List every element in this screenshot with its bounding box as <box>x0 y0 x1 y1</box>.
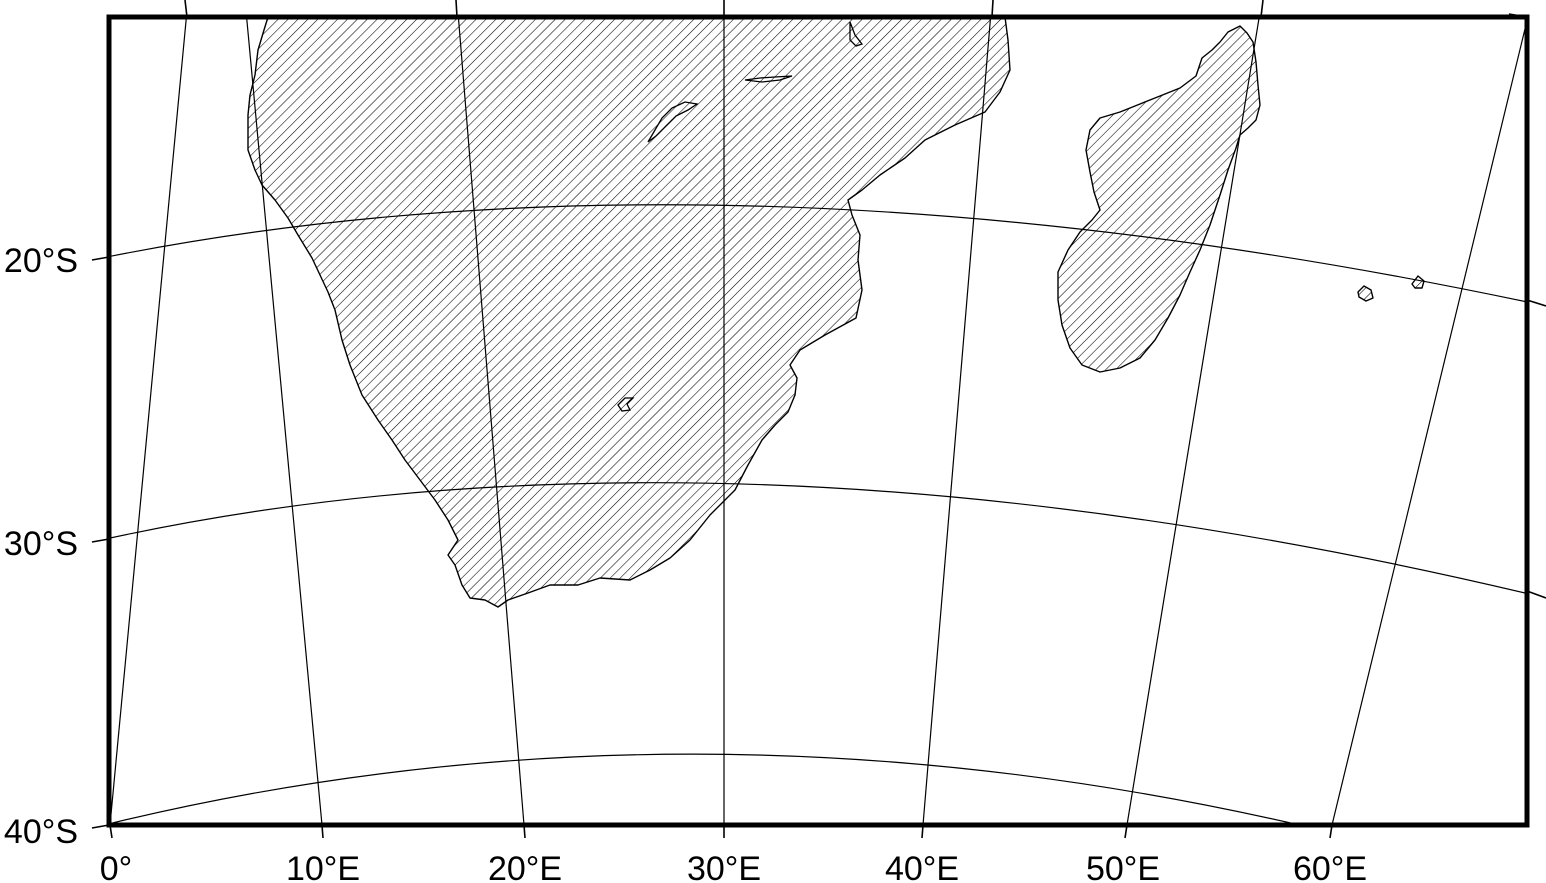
tick-top-50e <box>1260 0 1264 18</box>
tick-top-20e <box>455 0 458 18</box>
tick-left-40s <box>91 824 110 829</box>
tick-right-20s <box>1526 299 1546 307</box>
tick-left-30s <box>91 538 110 543</box>
okavango-outline <box>617 397 635 412</box>
lat-label-30s: 30°S <box>4 525 78 563</box>
meridian-20e <box>457 17 525 825</box>
parallel-30s <box>109 482 1527 595</box>
lon-label-0: 0° <box>100 850 133 883</box>
mauritius-island <box>1411 275 1425 289</box>
meridian-10e <box>245 17 323 825</box>
meridian-50e <box>1126 17 1260 825</box>
lake-coast-detail <box>849 21 864 47</box>
meridian-60e <box>1331 18 1527 825</box>
lake-kariba <box>647 101 699 143</box>
tick-right-30s <box>1526 590 1546 599</box>
meridian-0 <box>109 17 187 825</box>
land-layer <box>247 17 1425 608</box>
latitude-labels: 20°S 30°S 40°S <box>4 242 78 851</box>
lon-label-60e: 60°E <box>1293 850 1367 883</box>
lon-label-10e: 10°E <box>286 850 360 883</box>
tick-top-0 <box>184 0 188 18</box>
lake-malawi-shore <box>744 75 793 83</box>
lon-label-20e: 20°E <box>488 850 562 883</box>
lon-label-40e: 40°E <box>885 850 959 883</box>
lon-label-50e: 50°E <box>1086 850 1160 883</box>
graticule <box>109 17 1527 825</box>
longitude-labels: 0° 10°E 20°E 30°E 40°E 50°E 60°E <box>100 850 1367 883</box>
lat-label-20s: 20°S <box>4 242 78 280</box>
lon-label-30e: 30°E <box>687 850 761 883</box>
meridian-40e <box>922 17 992 825</box>
lat-label-40s: 40°S <box>4 813 78 851</box>
map-frame <box>106 14 1530 828</box>
parallel-20s <box>109 204 1527 303</box>
tick-top-40e <box>991 0 994 18</box>
parallel-40s <box>109 753 1302 825</box>
madagascar-landmass <box>1057 25 1261 373</box>
tick-left-20s <box>91 256 110 261</box>
reunion-island <box>1357 285 1374 302</box>
africa-landmass <box>247 17 1011 608</box>
